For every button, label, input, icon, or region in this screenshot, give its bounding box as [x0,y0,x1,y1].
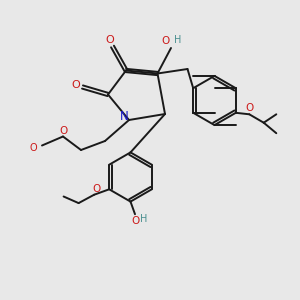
Text: O: O [92,184,101,194]
Text: N: N [119,110,128,123]
Text: O: O [71,80,80,90]
Text: O: O [30,143,38,153]
Text: O: O [131,216,139,226]
Text: H: H [174,34,181,45]
Text: H: H [140,214,147,224]
Text: O: O [59,125,68,136]
Text: O: O [246,103,254,113]
Text: O: O [105,35,114,45]
Text: O: O [161,35,170,46]
